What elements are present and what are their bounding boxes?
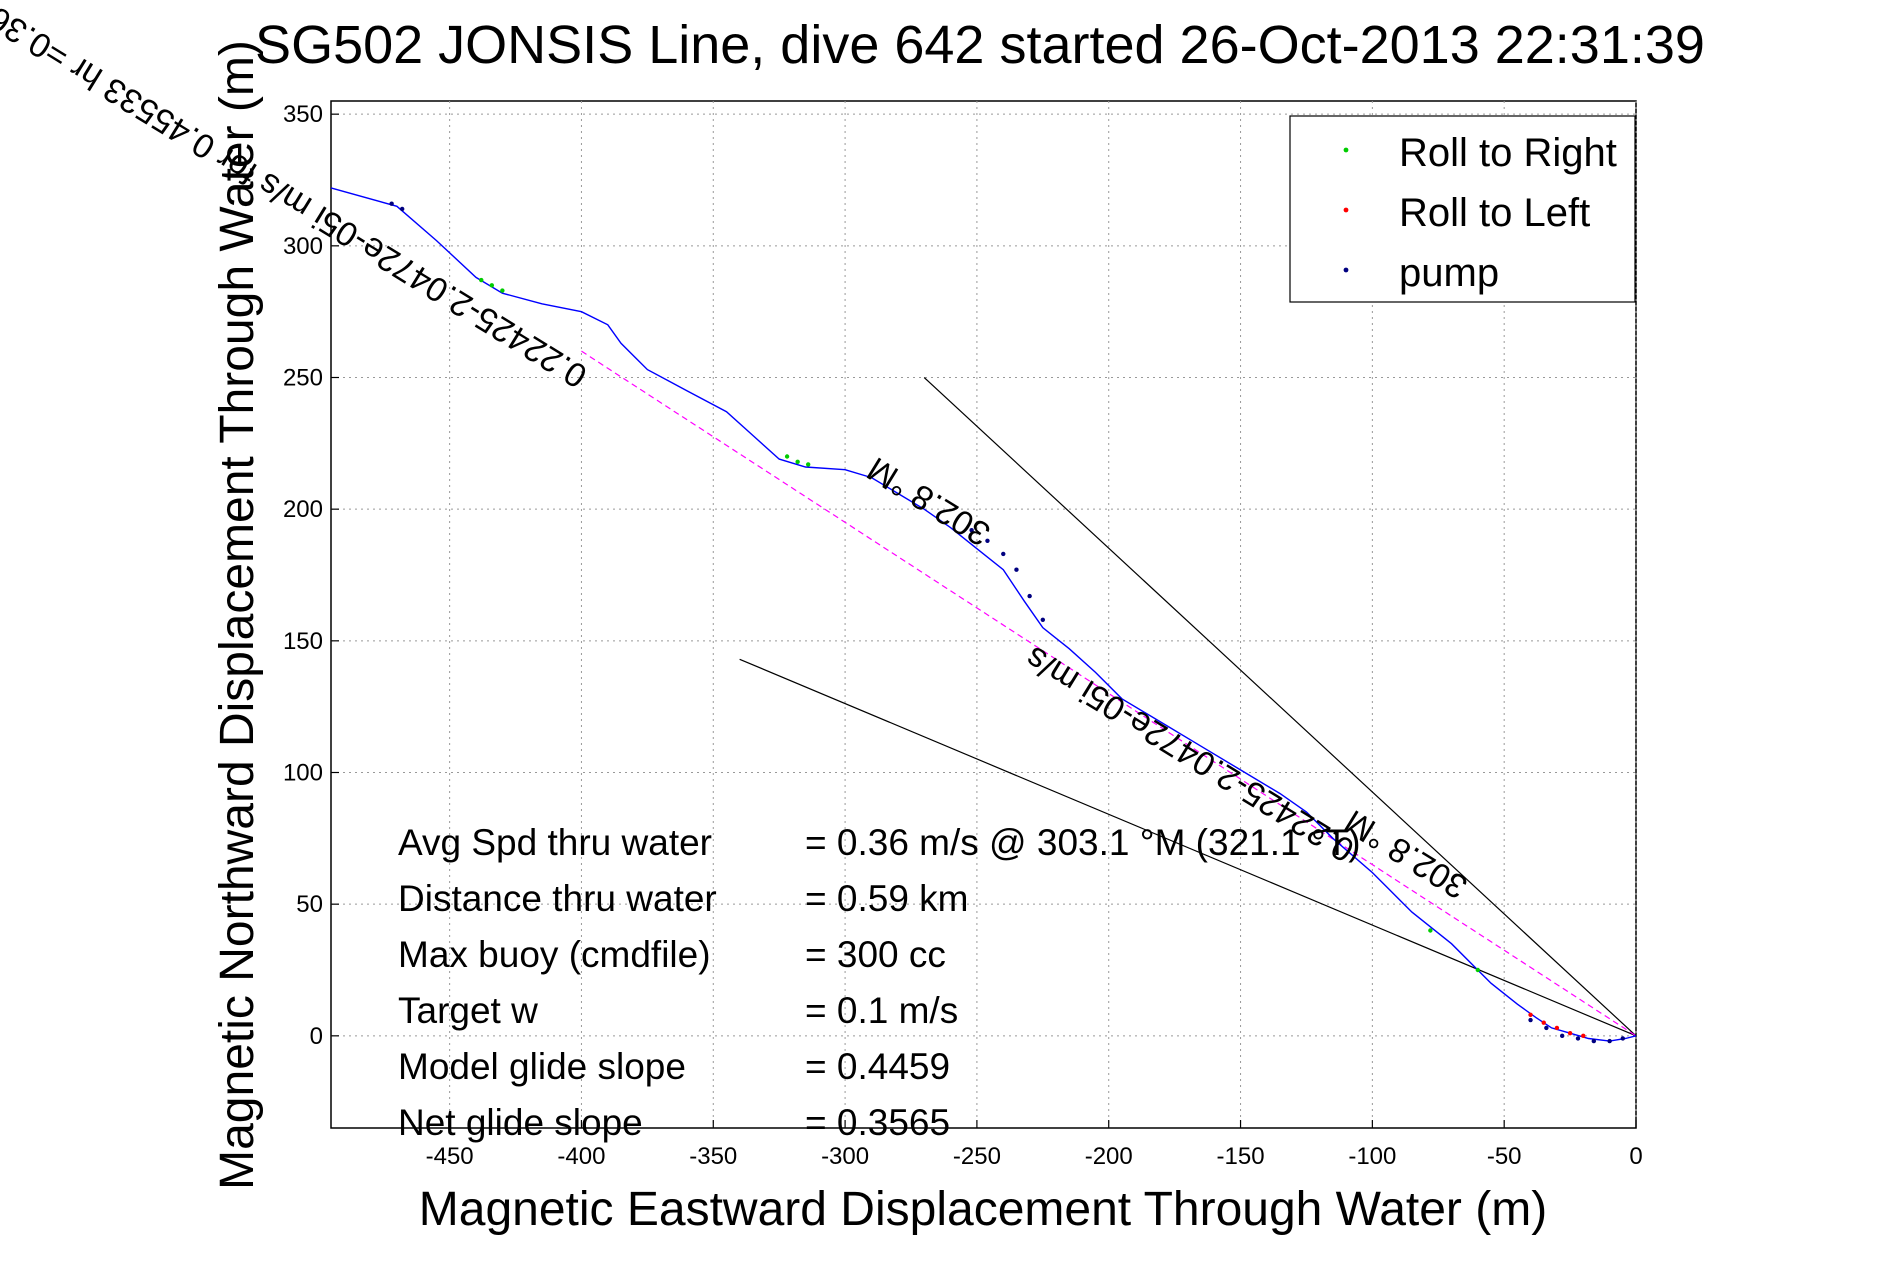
y-tick-label: 0 bbox=[310, 1023, 323, 1050]
x-tick-label: 0 bbox=[1629, 1143, 1642, 1170]
pump-point bbox=[399, 206, 405, 212]
track-line bbox=[330, 187, 1637, 1042]
track-series bbox=[330, 187, 1637, 1042]
y-axis-label: Magnetic Northward Displacement Through … bbox=[211, 40, 264, 1190]
roll-right-point bbox=[1428, 928, 1433, 933]
legend: Roll to Right Roll to Left pump bbox=[1289, 115, 1636, 303]
x-tick-label: -150 bbox=[1217, 1143, 1265, 1170]
pump-point bbox=[1001, 551, 1006, 557]
pump-point bbox=[1559, 1033, 1565, 1039]
roll-left-point bbox=[1567, 1031, 1573, 1036]
pump-point bbox=[389, 201, 394, 206]
stat-label: Model glide slope bbox=[398, 1046, 686, 1087]
y-tick-label: 200 bbox=[283, 496, 323, 523]
roll-right-point bbox=[1475, 967, 1481, 973]
y-tick-label: 350 bbox=[283, 101, 323, 128]
roll-right-point bbox=[489, 283, 495, 288]
pump-point bbox=[1528, 1017, 1533, 1023]
legend-marker bbox=[1343, 147, 1349, 153]
legend-label: Roll to Right bbox=[1399, 131, 1617, 175]
y-tick-label: 50 bbox=[296, 891, 323, 918]
stat-label: Avg Spd thru water bbox=[398, 822, 712, 863]
stats-block: Avg Spd thru water = 0.36 m/s @ 303.1 °M … bbox=[398, 822, 1361, 1143]
pump-point bbox=[1575, 1036, 1581, 1041]
pump-point bbox=[1027, 593, 1032, 599]
stat-label: Distance thru water bbox=[398, 878, 717, 919]
stat-label: Target w bbox=[398, 990, 538, 1031]
x-tick-label: -250 bbox=[953, 1143, 1001, 1170]
roll-right-point bbox=[805, 462, 811, 467]
marker-series bbox=[389, 201, 1626, 1044]
envelope-line bbox=[923, 377, 1637, 1037]
x-tick-label: -400 bbox=[557, 1143, 605, 1170]
envelope-lines bbox=[739, 377, 1637, 1037]
stat-value: = 300 cc bbox=[805, 934, 946, 975]
y-tick-label: 100 bbox=[283, 760, 323, 787]
stat-value: = 0.36 m/s @ 303.1 °M (321.1 °T) bbox=[805, 822, 1361, 863]
y-tick-label: 150 bbox=[283, 628, 323, 655]
legend-label: Roll to Left bbox=[1399, 191, 1590, 235]
x-tick-label: -200 bbox=[1085, 1143, 1133, 1170]
x-tick-label: -50 bbox=[1487, 1143, 1522, 1170]
roll-left-point bbox=[1581, 1033, 1586, 1039]
legend-marker bbox=[1343, 207, 1349, 213]
y-axis: 0 50 100 150 200 250 300 350 bbox=[283, 101, 339, 1050]
legend-label: pump bbox=[1399, 251, 1499, 295]
pump-point bbox=[985, 538, 990, 543]
stat-value: = 0.3565 bbox=[805, 1102, 950, 1143]
legend-marker bbox=[1343, 267, 1349, 273]
roll-left-point bbox=[1528, 1012, 1533, 1017]
roll-right-point bbox=[479, 277, 484, 283]
stat-label: Net glide slope bbox=[398, 1102, 643, 1143]
roll-right-point bbox=[795, 459, 800, 464]
pump-point bbox=[1544, 1025, 1549, 1031]
x-axis: -450 -400 -350 -300 -250 -200 -150 -100 -50 0 bbox=[426, 1120, 1643, 1170]
y-tick-label: 250 bbox=[283, 365, 323, 392]
pump-point bbox=[969, 528, 974, 533]
pump-point bbox=[1040, 617, 1046, 622]
x-axis-label: Magnetic Eastward Displacement Through W… bbox=[419, 1183, 1547, 1236]
pump-point bbox=[1014, 567, 1019, 572]
x-tick-label: -300 bbox=[821, 1143, 869, 1170]
x-tick-label: -350 bbox=[689, 1143, 737, 1170]
roll-left-point bbox=[1554, 1025, 1560, 1031]
roll-right-point bbox=[784, 454, 790, 459]
stat-label: Max buoy (cmdfile) bbox=[398, 934, 711, 975]
x-tick-label: -450 bbox=[426, 1143, 474, 1170]
roll-left-point bbox=[1541, 1020, 1546, 1025]
stat-value: = 0.1 m/s bbox=[805, 990, 958, 1031]
pump-point bbox=[1607, 1038, 1612, 1044]
x-tick-label: -100 bbox=[1348, 1143, 1396, 1170]
stat-value: = 0.59 km bbox=[805, 878, 969, 919]
stat-value: = 0.4459 bbox=[805, 1046, 950, 1087]
envelope-line bbox=[739, 658, 1637, 1037]
roll-right-point bbox=[500, 288, 505, 293]
pump-point bbox=[1591, 1038, 1597, 1044]
pump-point bbox=[1620, 1036, 1626, 1041]
chart-title: SG502 JONSIS Line, dive 642 started 26-O… bbox=[255, 15, 1705, 75]
y-tick-label: 300 bbox=[283, 233, 323, 260]
